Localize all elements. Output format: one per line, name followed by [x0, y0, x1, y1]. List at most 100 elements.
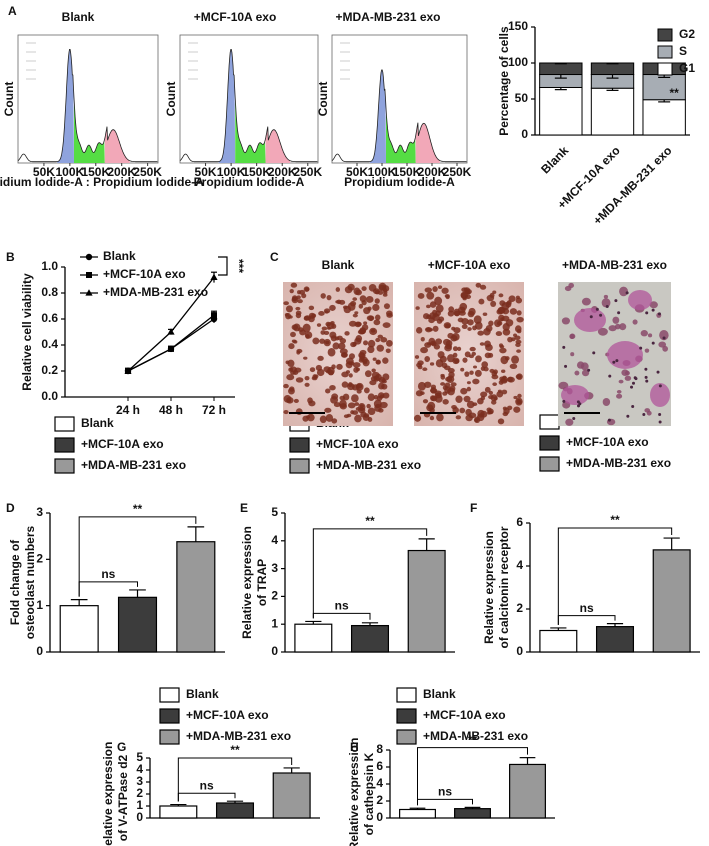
cell — [316, 323, 322, 327]
cell — [581, 297, 591, 306]
y-tick-label: 6 — [376, 759, 383, 773]
panel-letter: F — [470, 501, 477, 515]
x-tick-label: 250K — [133, 165, 162, 179]
cell — [564, 285, 572, 292]
cell — [358, 358, 364, 363]
cell — [363, 321, 368, 325]
cell — [321, 326, 328, 331]
bar — [595, 626, 635, 653]
cell — [517, 400, 522, 405]
cell — [662, 345, 669, 352]
cell — [363, 307, 371, 315]
y-tick-label: 0 — [36, 644, 43, 658]
y-tick-label: 0 — [136, 810, 143, 824]
cell — [619, 323, 627, 331]
cell — [509, 308, 518, 315]
cell — [429, 415, 435, 421]
cell — [601, 298, 611, 308]
cell — [323, 366, 331, 373]
cell — [385, 348, 391, 354]
cell — [347, 382, 353, 388]
cell — [432, 286, 438, 292]
cell — [492, 290, 497, 294]
x-tick-label: 200K — [107, 165, 136, 179]
legend-swatch — [54, 437, 75, 453]
nucleus — [595, 307, 599, 311]
cell — [371, 368, 376, 373]
cell — [508, 295, 516, 302]
cell — [339, 338, 347, 344]
cell — [484, 352, 492, 359]
cell — [317, 355, 324, 361]
y-axis-label: of TRAP — [255, 559, 269, 606]
significance: ** — [133, 502, 143, 516]
nucleus — [572, 416, 576, 420]
cell — [501, 389, 508, 395]
cell — [507, 336, 513, 343]
cell — [386, 310, 393, 317]
cell — [319, 415, 327, 424]
cell — [450, 382, 457, 387]
y-tick-label: 0 — [516, 644, 523, 658]
nucleus — [657, 312, 661, 316]
cell — [343, 414, 350, 419]
panel-letter: C — [270, 250, 279, 264]
legend-label: +MCF-10A exo — [103, 267, 186, 281]
marker — [124, 367, 132, 374]
flow-region — [369, 69, 386, 163]
cell — [296, 348, 303, 354]
cell — [376, 344, 385, 352]
cell — [445, 376, 453, 382]
x-axis-label: Propidium Iodide-A : Propidium Iodide-A — [0, 175, 204, 189]
cell — [375, 337, 381, 343]
cell — [374, 289, 380, 295]
bar — [539, 629, 578, 653]
cell — [288, 343, 295, 350]
x-tick-label: Blank — [538, 143, 571, 176]
cell — [477, 398, 484, 405]
cell — [285, 360, 290, 365]
cell — [484, 386, 491, 393]
cell — [364, 370, 372, 378]
x-tick-label: 100K — [217, 165, 246, 179]
nucleus — [626, 414, 630, 418]
x-tick-label: 250K — [443, 165, 472, 179]
cell — [516, 316, 524, 323]
nucleus — [630, 385, 634, 389]
significance-bracket — [312, 612, 371, 620]
cell — [352, 362, 361, 368]
line — [127, 314, 215, 372]
cell — [291, 295, 298, 302]
cell — [612, 316, 620, 324]
cell — [339, 348, 348, 355]
cell — [422, 367, 428, 372]
cell — [316, 368, 325, 377]
cell — [289, 366, 297, 373]
cell — [513, 395, 518, 400]
cell — [451, 332, 460, 341]
cell — [348, 320, 357, 327]
bar — [407, 549, 446, 653]
y-tick-label: 1 — [271, 616, 278, 630]
cell — [372, 303, 380, 312]
cell — [474, 369, 482, 377]
cell — [565, 418, 574, 426]
y-tick-label: 100 — [508, 55, 528, 69]
legend-label: +MCF-10A exo — [316, 437, 399, 451]
cell — [501, 302, 510, 311]
cell — [436, 413, 444, 422]
cell — [304, 375, 310, 381]
plot-title: Blank — [62, 10, 95, 24]
cell — [616, 389, 622, 394]
cell — [379, 401, 388, 409]
cell — [463, 395, 471, 403]
cell — [448, 306, 455, 313]
cell — [283, 383, 289, 389]
cell — [297, 299, 303, 304]
cell — [309, 367, 316, 373]
significance: ns — [335, 599, 349, 613]
cell — [424, 381, 432, 388]
cell — [350, 341, 357, 348]
cell — [430, 395, 438, 402]
legend-label: +MDA-MB-231 exo — [186, 729, 291, 743]
